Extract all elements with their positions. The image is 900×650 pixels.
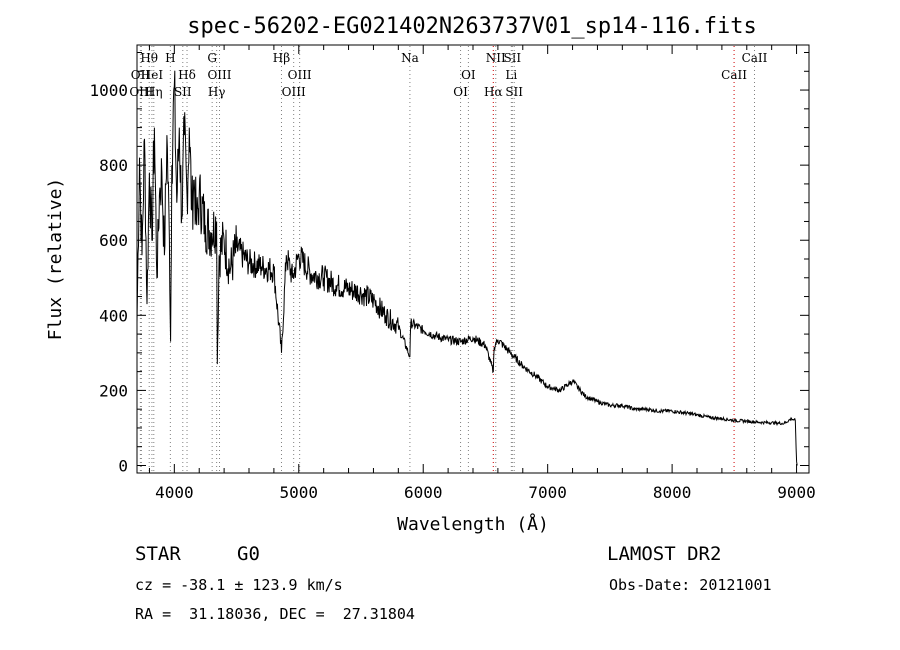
survey-name: LAMOST DR2 (607, 543, 722, 565)
coordinates: RA = 31.18036, DEC = 27.31804 (135, 605, 415, 623)
x-tick-label: 6000 (404, 483, 443, 502)
line-label: OI (461, 68, 476, 82)
line-label: Hθ (140, 51, 158, 65)
line-label: CaII (721, 68, 747, 82)
line-label: Na (401, 51, 419, 65)
y-tick-label: 1000 (89, 81, 128, 100)
line-label: OIII (207, 68, 231, 82)
spectrum-series (136, 70, 798, 466)
line-label: HeI (141, 68, 164, 82)
y-tick-label: 200 (99, 381, 128, 400)
x-tick-label: 4000 (155, 483, 194, 502)
line-label: Li (505, 68, 517, 82)
line-label: Hβ (273, 51, 290, 65)
line-label: OIII (288, 68, 312, 82)
line-label: Hδ (178, 68, 196, 82)
x-tick-label: 7000 (528, 483, 567, 502)
redshift-text: cz = -38.1 ± 123.9 km/s (135, 576, 343, 594)
line-label: OIII (129, 85, 153, 99)
y-tick-label: 800 (99, 156, 128, 175)
line-label: SII (505, 85, 523, 99)
line-label: G (207, 51, 217, 65)
plot-frame (136, 44, 810, 474)
y-axis: 0 200 400 600 800 1000 (89, 52, 809, 475)
y-axis-label: Flux (relative) (45, 178, 66, 341)
x-tick-label: 9000 (777, 483, 816, 502)
x-tick-label: 8000 (653, 483, 692, 502)
y-tick-label: 0 (118, 456, 128, 475)
spectrum-line (136, 70, 798, 466)
line-label: OII (131, 68, 151, 82)
x-tick-label: 5000 (280, 483, 319, 502)
x-axis-label: Wavelength (Å) (397, 513, 549, 535)
line-label: Hγ (208, 85, 226, 99)
object-subclass: G0 (237, 543, 260, 565)
line-label: Hη (145, 85, 163, 99)
y-tick-label: 400 (99, 306, 128, 325)
x-axis: 4000 5000 6000 7000 8000 9000 (148, 45, 816, 502)
line-label: OIII (282, 85, 306, 99)
obs-date: Obs-Date: 20121001 (609, 576, 772, 594)
chart-title: spec-56202-EG021402N263737V01_sp14-116.f… (187, 14, 757, 39)
line-label: SII (503, 51, 521, 65)
line-label: Hα (484, 85, 503, 99)
object-class: STAR (135, 543, 181, 565)
line-label: SII (174, 85, 192, 99)
line-label: OI (453, 85, 468, 99)
y-tick-label: 600 (99, 231, 128, 250)
line-label: H (165, 51, 175, 65)
line-label: NII (486, 51, 506, 65)
line-label: CaII (742, 51, 768, 65)
